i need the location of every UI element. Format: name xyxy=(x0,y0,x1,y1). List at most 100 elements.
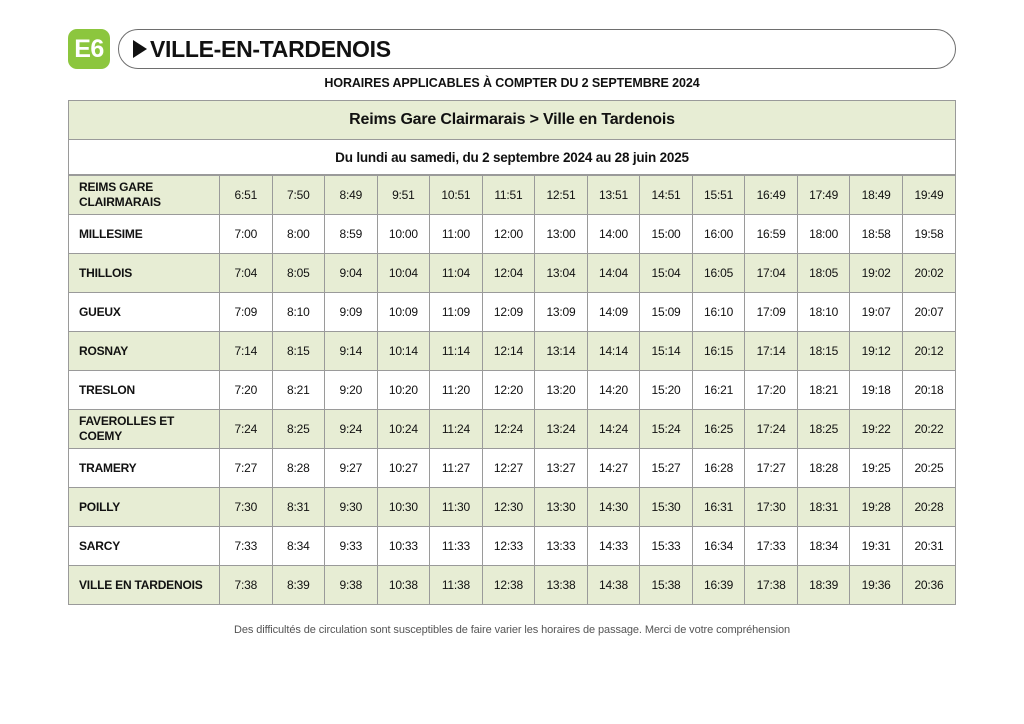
departure-time-cell: 18:15 xyxy=(796,331,851,371)
departure-time-cell: 9:27 xyxy=(324,448,378,488)
departure-time-cell: 17:14 xyxy=(744,331,798,371)
departure-time-cell: 20:31 xyxy=(901,526,955,566)
departure-time-cell: 12:14 xyxy=(481,331,536,371)
departure-time-cell: 13:33 xyxy=(534,526,588,566)
stop-name-cell: POILLY xyxy=(69,487,220,527)
departure-time-cell: 10:51 xyxy=(429,175,483,215)
stop-name-cell: VILLE EN TARDENOIS xyxy=(69,565,220,604)
table-row: POILLY 7:30 8:31 9:30 10:30 11:30 12:30 13:30 14… xyxy=(69,487,955,527)
departure-time-cell: 15:20 xyxy=(639,370,693,410)
departure-time-cell: 15:51 xyxy=(691,175,746,215)
departure-time-cell: 8:49 xyxy=(324,175,378,215)
departure-time-cell: 14:30 xyxy=(586,487,641,527)
departure-time-cell: 12:27 xyxy=(481,448,536,488)
departure-time-cell: 14:27 xyxy=(586,448,641,488)
departure-time-cell: 19:02 xyxy=(849,253,903,293)
departure-time-cell: 14:51 xyxy=(639,175,693,215)
table-row: THILLOIS 7:04 8:05 9:04 10:04 11:04 12:04 13:04… xyxy=(69,253,955,293)
table-row: VILLE EN TARDENOIS 7:38 8:39 9:38 10:38 11:38… xyxy=(69,565,955,604)
line-badge-e6: E6 xyxy=(68,29,110,69)
departure-time-cell: 11:20 xyxy=(429,370,483,410)
stop-name-cell: FAVEROLLES ET COEMY xyxy=(69,409,220,449)
departure-time-cell: 7:20 xyxy=(219,370,273,410)
departure-time-cell: 20:12 xyxy=(901,331,955,371)
departure-time-cell: 7:50 xyxy=(271,175,326,215)
departure-time-cell: 18:34 xyxy=(796,526,851,566)
departure-time-cell: 11:51 xyxy=(481,175,536,215)
departure-time-cell: 7:27 xyxy=(219,448,273,488)
departure-time-cell: 15:09 xyxy=(639,292,693,332)
departure-time-cell: 19:58 xyxy=(901,214,955,254)
departure-time-cell: 19:36 xyxy=(849,565,903,604)
departure-time-cell: 13:51 xyxy=(586,175,641,215)
departure-time-cell: 20:18 xyxy=(901,370,955,410)
departure-time-cell: 15:00 xyxy=(639,214,693,254)
departure-time-cell: 9:14 xyxy=(324,331,378,371)
departure-time-cell: 15:38 xyxy=(639,565,693,604)
departure-time-cell: 18:58 xyxy=(849,214,903,254)
table-row: SARCY 7:33 8:34 9:33 10:33 11:33 12:33 13:33 14:… xyxy=(69,526,955,566)
departure-time-cell: 13:20 xyxy=(534,370,588,410)
departure-time-cell: 16:21 xyxy=(691,370,746,410)
departure-time-cell: 19:31 xyxy=(849,526,903,566)
departure-time-cell: 19:49 xyxy=(901,175,955,215)
route-title-pill: VILLE-EN-TARDENOIS xyxy=(118,29,956,69)
departure-time-cell: 18:25 xyxy=(796,409,851,449)
departure-time-cell: 15:33 xyxy=(639,526,693,566)
departure-time-cell: 9:24 xyxy=(324,409,378,449)
departure-time-cell: 20:02 xyxy=(901,253,955,293)
departure-time-cell: 10:09 xyxy=(376,292,431,332)
departure-time-cell: 19:28 xyxy=(849,487,903,527)
stop-name-cell: SARCY xyxy=(69,526,220,566)
departure-time-cell: 19:07 xyxy=(849,292,903,332)
departure-time-cell: 12:04 xyxy=(481,253,536,293)
departure-time-cell: 18:28 xyxy=(796,448,851,488)
departure-time-cell: 11:09 xyxy=(429,292,483,332)
departure-time-cell: 8:10 xyxy=(271,292,326,332)
departure-time-cell: 20:36 xyxy=(901,565,955,604)
table-row: TRESLON 7:20 8:21 9:20 10:20 11:20 12:20 13:20 1… xyxy=(69,370,955,410)
departure-time-cell: 11:14 xyxy=(429,331,483,371)
departure-time-cell: 15:14 xyxy=(639,331,693,371)
effective-date-note: HORAIRES APPLICABLES À COMPTER DU 2 SEPT… xyxy=(324,76,700,90)
table-row: MILLESIME 7:00 8:00 8:59 10:00 11:00 12:00 13:0… xyxy=(69,214,955,254)
departure-time-cell: 16:34 xyxy=(691,526,746,566)
departure-time-cell: 17:09 xyxy=(744,292,798,332)
departure-time-cell: 12:09 xyxy=(481,292,536,332)
departure-time-cell: 10:14 xyxy=(376,331,431,371)
departure-time-cell: 8:28 xyxy=(271,448,326,488)
departure-time-cell: 16:49 xyxy=(744,175,798,215)
departure-time-cell: 16:15 xyxy=(691,331,746,371)
departure-time-cell: 8:15 xyxy=(271,331,326,371)
departure-time-cell: 14:24 xyxy=(586,409,641,449)
departure-time-cell: 17:27 xyxy=(744,448,798,488)
departure-time-cell: 18:00 xyxy=(796,214,851,254)
departure-time-cell: 8:00 xyxy=(271,214,326,254)
departure-time-cell: 15:24 xyxy=(639,409,693,449)
departure-time-cell: 20:07 xyxy=(901,292,955,332)
departure-time-cell: 19:12 xyxy=(849,331,903,371)
departure-time-cell: 16:00 xyxy=(691,214,746,254)
departure-time-cell: 8:05 xyxy=(271,253,326,293)
departure-time-cell: 20:28 xyxy=(901,487,955,527)
departure-time-cell: 9:38 xyxy=(324,565,378,604)
departure-time-cell: 13:09 xyxy=(534,292,588,332)
departure-time-cell: 7:00 xyxy=(219,214,273,254)
line-header: E6 VILLE-EN-TARDENOIS xyxy=(68,28,956,70)
table-row: ROSNAY 7:14 8:15 9:14 10:14 11:14 12:14 13:14 14… xyxy=(69,331,955,371)
departure-time-cell: 14:20 xyxy=(586,370,641,410)
departure-time-cell: 9:20 xyxy=(324,370,378,410)
departure-time-cell: 17:20 xyxy=(744,370,798,410)
departure-time-cell: 13:27 xyxy=(534,448,588,488)
departure-time-cell: 10:38 xyxy=(376,565,431,604)
departure-time-cell: 20:22 xyxy=(901,409,955,449)
departure-time-cell: 7:04 xyxy=(219,253,273,293)
departure-time-cell: 12:33 xyxy=(481,526,536,566)
departure-time-cell: 15:04 xyxy=(639,253,693,293)
departure-time-cell: 8:21 xyxy=(271,370,326,410)
direction-heading: Reims Gare Clairmarais > Ville en Tarden… xyxy=(69,101,955,140)
departure-time-cell: 7:14 xyxy=(219,331,273,371)
departure-time-cell: 10:20 xyxy=(376,370,431,410)
validity-period: Du lundi au samedi, du 2 septembre 2024 … xyxy=(69,140,955,175)
